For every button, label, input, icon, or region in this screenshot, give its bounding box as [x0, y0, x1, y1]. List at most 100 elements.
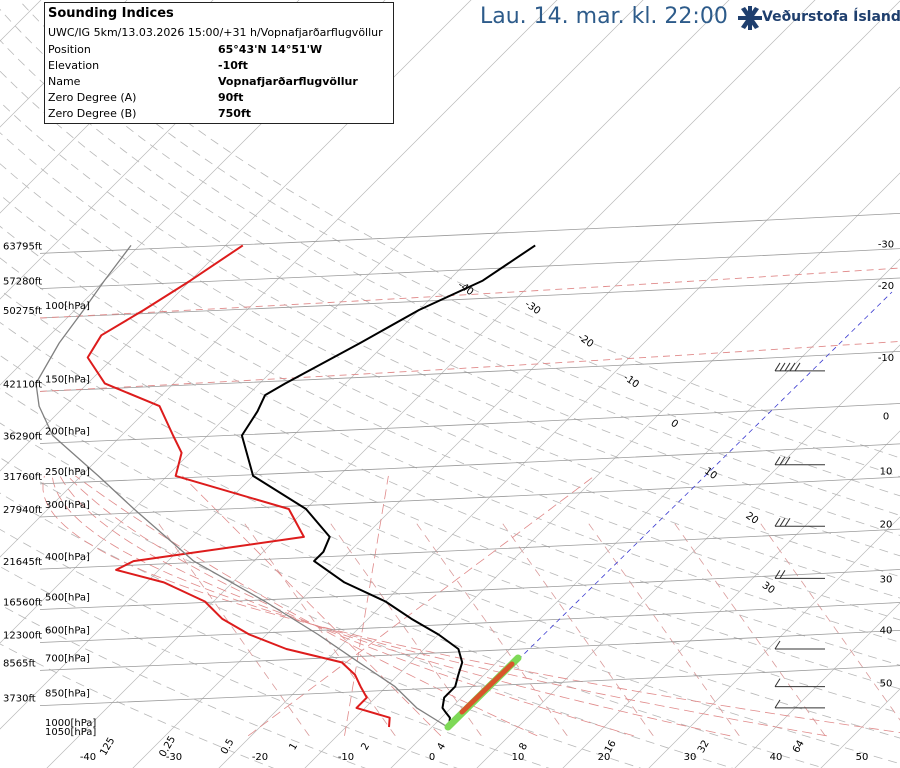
dry-adiabat-line [0, 566, 458, 768]
mixing-ratio-line [414, 520, 568, 737]
isotherm-line [648, 516, 900, 768]
isotherm-line [820, 688, 900, 768]
pressure-label: 600[hPa] [45, 625, 90, 636]
altitude-label: 8565ft [3, 658, 36, 669]
zero-degree-a-value: 90ft [218, 91, 244, 104]
bottom-temp-label: -20 [252, 752, 268, 763]
isotherm-label: -10 [878, 353, 894, 364]
bottom-temp-label: 10 [512, 752, 525, 763]
isotherm-label: 10 [880, 466, 893, 477]
bottom-temp-label: 30 [684, 752, 697, 763]
dry-adiabat-line [45, 0, 900, 459]
isotherm-line [476, 344, 900, 768]
isotherm-line [0, 0, 558, 558]
pressure-label: 150[hPa] [45, 374, 90, 385]
isotherm-line [390, 258, 900, 768]
pressure-label: 700[hPa] [45, 653, 90, 664]
mixing-ratio-label: 64 [791, 738, 807, 755]
isotherm-line [132, 0, 900, 768]
altitude-label: 27940ft [3, 505, 42, 516]
temperature-line [240, 244, 536, 728]
altitude-label: 16560ft [3, 597, 42, 608]
height-arc-line [39, 528, 900, 570]
dry-adiabat-line [0, 528, 550, 768]
bottom-temp-label: -40 [80, 752, 96, 763]
mixing-ratio-label: 4 [435, 741, 448, 752]
isotherm-line [0, 0, 644, 644]
altitude-label: 12300ft [3, 630, 42, 641]
isotherm-label: -20 [878, 281, 894, 292]
height-arc-line [39, 351, 900, 392]
mixing-ratio-label: 2 [359, 741, 372, 752]
sounding-indices-panel: Sounding Indices UWC/IG 5km/13.03.2026 1… [44, 2, 394, 124]
bottom-temp-label: -30 [166, 752, 182, 763]
moist-adiabat-line [182, 475, 442, 737]
dry-adiabat-line [0, 457, 734, 768]
mixing-ratio-label: 32 [696, 738, 712, 755]
zero-degree-b-label: Zero Degree (B) [48, 107, 137, 120]
isotherm-line [46, 0, 816, 768]
altitude-label: 3730ft [3, 694, 36, 705]
isotherm-line [0, 0, 730, 730]
height-arc-line [39, 602, 900, 643]
dewpoint-line [86, 244, 391, 728]
bottom-temp-label: -10 [338, 752, 354, 763]
isotherm-line [734, 602, 900, 768]
wind-barb [774, 517, 825, 527]
height-arc-line [39, 403, 900, 444]
moist-adiabat-line [42, 475, 900, 733]
moist-adiabat-line [51, 475, 827, 737]
mixing-ratio-label: 1 [287, 741, 300, 752]
skew-temp-label: 10 [702, 466, 719, 482]
altitude-label: 63795ft [3, 241, 42, 252]
zero-degree-b-value: 750ft [218, 107, 252, 120]
height-arc-line [39, 248, 900, 289]
pressure-label: 1000[hPa] [45, 718, 96, 729]
panel-subtitle: UWC/IG 5km/13.03.2026 15:00/+31 h/Vopnaf… [48, 26, 383, 39]
moist-adiabat-line [59, 475, 731, 737]
pressure-label: 400[hPa] [45, 552, 90, 563]
wind-barb [774, 456, 825, 466]
dry-adiabat-line [0, 604, 366, 768]
pressure-label: 200[hPa] [45, 427, 90, 438]
altitude-label: 21645ft [3, 557, 42, 568]
isotherm-line [218, 86, 900, 768]
tropopause-line [39, 340, 900, 392]
pressure-label: 1050[hPa] [45, 727, 96, 738]
vedurstofa-logo-icon [738, 6, 762, 30]
isotherm-label: 20 [880, 520, 893, 531]
position-value: 65°43'N 14°51'W [218, 43, 323, 56]
height-arc-line [39, 443, 900, 485]
isotherm-line [0, 0, 472, 472]
brand-name: Veðurstofa Íslands [762, 9, 900, 25]
mixing-ratio-label: 125 [98, 736, 117, 758]
series-layer [35, 244, 825, 731]
wind-barb [774, 362, 825, 372]
skew-temp-label: 0 [668, 418, 680, 431]
pressure-label: 850[hPa] [45, 689, 90, 700]
pressure-label: 250[hPa] [45, 467, 90, 478]
isotherm-label: 0 [883, 411, 889, 422]
wind-barb [774, 570, 825, 579]
pressure-label: 300[hPa] [45, 500, 90, 511]
bottom-temp-label: 50 [856, 752, 869, 763]
elevation-label: Elevation [48, 59, 100, 72]
position-label: Position [48, 43, 91, 56]
height-arc-line [39, 630, 900, 671]
altitude-label: 50275ft [3, 306, 42, 317]
isotherm-line [562, 430, 900, 768]
mixing-ratio-label: 8 [517, 741, 530, 752]
altitude-label: 31760ft [3, 472, 42, 483]
dry-adiabat-line [0, 492, 642, 768]
wind-barb [774, 699, 825, 709]
tropopause-line [39, 267, 900, 319]
moist-adiabat-line [247, 475, 595, 737]
